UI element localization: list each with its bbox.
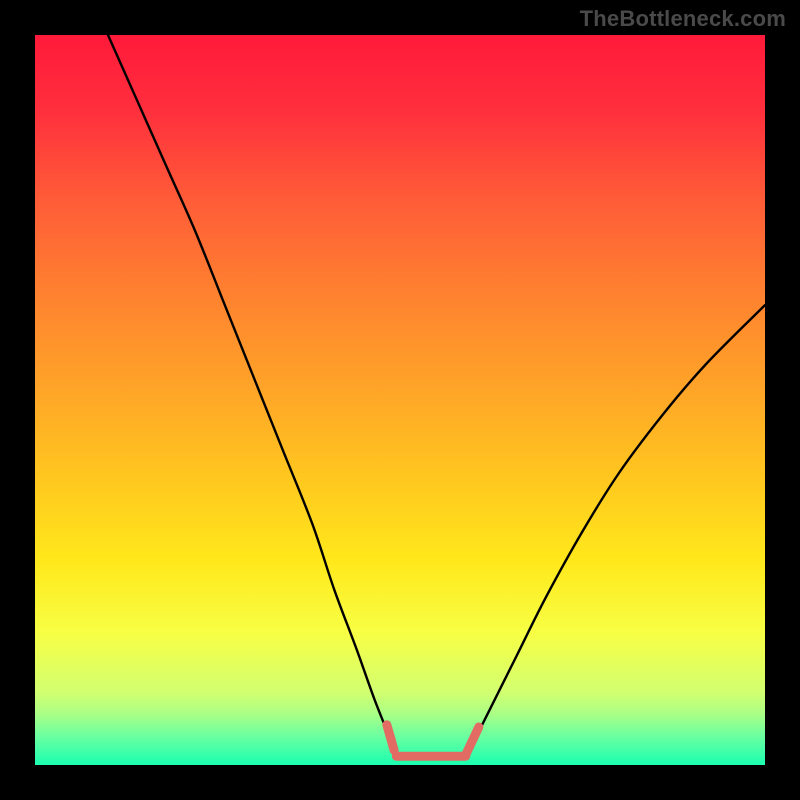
chart-svg [35,35,765,765]
plot-area [35,35,765,765]
watermark-text: TheBottleneck.com [580,6,786,32]
gradient-background [35,35,765,765]
chart-container: TheBottleneck.com [0,0,800,800]
